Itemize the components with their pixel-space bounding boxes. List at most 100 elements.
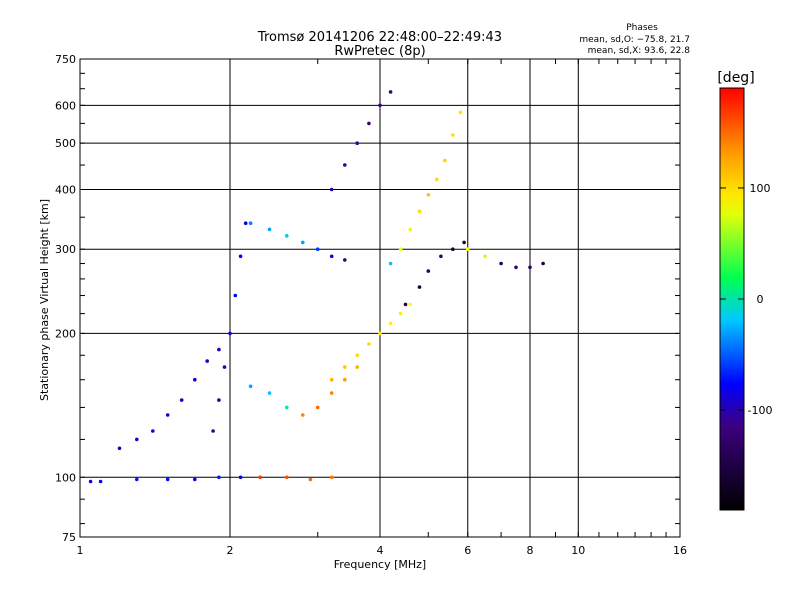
data-point	[217, 347, 221, 352]
colorbar-tick-label: -100	[748, 404, 773, 417]
data-point	[435, 177, 439, 182]
data-point	[301, 240, 305, 245]
x-tick-label: 16	[673, 544, 687, 557]
y-tick-label: 600	[55, 99, 76, 112]
x-tick-label: 2	[227, 544, 234, 557]
x-tick-label: 10	[571, 544, 585, 557]
x-tick-label: 6	[464, 544, 471, 557]
data-point	[228, 331, 232, 336]
y-tick-label: 200	[55, 327, 76, 340]
data-point	[315, 405, 320, 410]
data-point	[439, 254, 443, 259]
data-point	[378, 331, 382, 336]
data-point	[426, 269, 431, 273]
data-point	[238, 475, 243, 480]
data-point	[458, 110, 463, 115]
data-point	[285, 475, 289, 480]
data-point	[267, 227, 272, 232]
data-point	[465, 247, 470, 251]
data-point	[541, 261, 545, 266]
chart-subtitle: RwPretec (8p)	[334, 44, 425, 59]
x-axis-label: Frequency [MHz]	[334, 558, 426, 571]
data-point	[528, 265, 532, 270]
data-point	[417, 209, 422, 214]
data-point	[343, 163, 347, 167]
data-point	[217, 475, 221, 480]
data-point	[233, 293, 238, 298]
data-point	[315, 247, 320, 251]
data-point	[367, 121, 371, 126]
data-point	[151, 429, 155, 433]
phase-colorbar: 100 0 -100	[719, 87, 773, 511]
data-point	[398, 311, 403, 316]
data-point	[88, 479, 93, 484]
data-point	[238, 254, 243, 259]
data-point	[285, 405, 289, 410]
data-point	[451, 133, 455, 137]
data-point	[329, 475, 334, 480]
data-point	[329, 391, 334, 395]
data-point	[179, 398, 184, 402]
y-tick-label: 300	[55, 243, 76, 256]
data-point	[301, 413, 305, 417]
data-point	[98, 479, 103, 484]
data-point	[398, 247, 403, 251]
data-point	[258, 475, 263, 480]
data-point	[355, 353, 360, 358]
data-point	[451, 247, 455, 251]
data-point	[135, 477, 139, 482]
data-point	[343, 258, 347, 262]
x-tick-label: 4	[377, 544, 384, 557]
y-axis-label: Stationary phase Virtual Height [km]	[38, 199, 51, 401]
data-point	[267, 391, 272, 395]
data-point	[343, 377, 347, 382]
data-point	[165, 413, 170, 417]
data-point	[329, 254, 334, 259]
data-point	[388, 261, 393, 266]
data-point	[217, 398, 221, 402]
plot-area: 1 2 4 6 8 10 16 75 100 200 300 400 500 600 750	[55, 53, 687, 557]
data-point	[222, 365, 227, 369]
x-tick-label: 8	[527, 544, 534, 557]
data-point	[343, 365, 347, 369]
data-point	[408, 302, 413, 307]
chart-title: Tromsø 20141206 22:48:00–22:49:43	[257, 30, 502, 45]
data-point	[355, 141, 360, 145]
data-point	[329, 187, 334, 192]
colorbar-unit-label: [deg]	[717, 70, 754, 86]
data-point	[329, 377, 334, 382]
colorbar-tick-label: 0	[757, 293, 764, 306]
data-point	[193, 477, 197, 482]
data-point	[243, 221, 248, 225]
data-point	[165, 477, 170, 482]
data-point	[514, 265, 518, 270]
data-point	[378, 103, 382, 108]
data-point	[462, 240, 466, 245]
data-point	[388, 90, 393, 94]
data-point	[367, 342, 371, 346]
data-point	[285, 234, 289, 238]
data-point	[443, 158, 447, 163]
data-point	[135, 437, 139, 442]
y-tick-label: 100	[55, 471, 76, 484]
data-point	[308, 477, 313, 482]
data-point	[426, 193, 431, 197]
y-tick-label: 500	[55, 137, 76, 150]
y-tick-label: 750	[55, 53, 76, 66]
data-point	[388, 321, 393, 326]
data-point	[408, 227, 413, 232]
data-point	[248, 384, 253, 389]
data-point	[483, 254, 487, 259]
data-point	[417, 285, 422, 289]
data-point	[211, 429, 215, 433]
data-point	[193, 377, 197, 382]
data-point	[403, 302, 408, 307]
phases-box-title: Phases	[626, 23, 658, 33]
phases-box-x-line: mean, sd,X: 93.6, 22.8	[588, 46, 691, 56]
data-point	[205, 359, 209, 363]
y-tick-label: 400	[55, 183, 76, 196]
data-point	[499, 261, 503, 266]
x-tick-label: 1	[77, 544, 84, 557]
data-point	[117, 446, 122, 451]
